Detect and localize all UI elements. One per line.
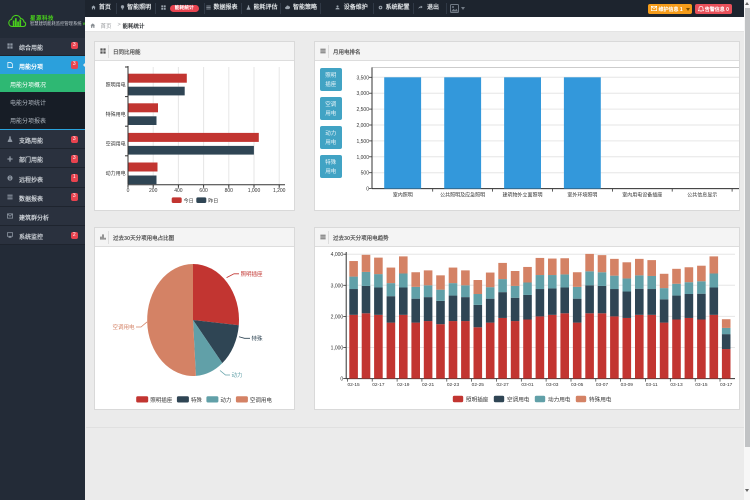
svg-text:照明插座: 照明插座: [150, 396, 173, 404]
svg-text:3,500: 3,500: [356, 75, 369, 81]
svg-text:02-19: 02-19: [397, 382, 410, 388]
svg-text:500: 500: [361, 171, 370, 177]
svg-text:动力: 动力: [232, 371, 243, 379]
svg-text:2,000: 2,000: [331, 314, 344, 320]
svg-text:3,000: 3,000: [356, 91, 369, 97]
svg-text:动力: 动力: [220, 396, 231, 404]
svg-text:动力用电: 动力用电: [548, 396, 571, 404]
svg-text:昨日: 昨日: [208, 198, 218, 205]
svg-text:03-03: 03-03: [546, 382, 559, 388]
svg-text:03-13: 03-13: [670, 382, 683, 388]
svg-text:特殊: 特殊: [252, 334, 264, 342]
svg-text:03-09: 03-09: [621, 382, 634, 388]
svg-text:02-17: 02-17: [372, 382, 385, 388]
svg-text:200: 200: [149, 188, 158, 194]
svg-text:02-23: 02-23: [447, 382, 460, 388]
svg-text:特殊用电: 特殊用电: [106, 111, 126, 118]
svg-text:公共信息显示: 公共信息显示: [687, 192, 717, 199]
svg-text:特殊: 特殊: [191, 396, 203, 404]
svg-text:0: 0: [127, 188, 130, 194]
svg-text:0: 0: [340, 377, 343, 383]
svg-text:照明插座: 照明插座: [241, 270, 264, 278]
svg-text:1,200: 1,200: [273, 188, 286, 194]
svg-text:03-07: 03-07: [596, 382, 609, 388]
svg-text:建筑物外立面照明: 建筑物外立面照明: [502, 192, 542, 199]
svg-text:动力用电: 动力用电: [106, 170, 126, 177]
svg-text:02-25: 02-25: [472, 382, 485, 388]
svg-text:公共照明及应急照明: 公共照明及应急照明: [440, 192, 485, 199]
svg-text:1,000: 1,000: [356, 155, 369, 161]
svg-text:03-01: 03-01: [521, 382, 534, 388]
svg-text:1,000: 1,000: [248, 188, 261, 194]
svg-text:600: 600: [199, 188, 208, 194]
svg-text:今日: 今日: [184, 198, 194, 205]
svg-text:02-15: 02-15: [347, 382, 360, 388]
svg-text:2,000: 2,000: [356, 123, 369, 129]
svg-text:03-05: 03-05: [571, 382, 584, 388]
svg-text:2,500: 2,500: [356, 107, 369, 113]
svg-text:1,500: 1,500: [356, 139, 369, 145]
svg-text:空调用电: 空调用电: [106, 141, 126, 148]
svg-text:1,000: 1,000: [331, 346, 344, 352]
svg-text:03-11: 03-11: [646, 382, 658, 388]
svg-text:400: 400: [174, 188, 183, 194]
svg-text:室外环境照明: 室外环境照明: [567, 192, 597, 199]
svg-text:03-17: 03-17: [720, 382, 733, 388]
svg-text:室内用电设备插座: 室内用电设备插座: [622, 192, 662, 199]
svg-text:照明用电: 照明用电: [106, 81, 126, 88]
svg-text:室内照明: 室内照明: [393, 192, 413, 199]
svg-text:3,000: 3,000: [331, 283, 344, 289]
svg-text:4,000: 4,000: [331, 252, 344, 258]
svg-text:0: 0: [366, 187, 369, 193]
svg-text:02-27: 02-27: [496, 382, 509, 388]
svg-text:特殊用电: 特殊用电: [589, 396, 612, 404]
svg-text:02-21: 02-21: [422, 382, 435, 388]
svg-text:800: 800: [225, 188, 234, 194]
svg-text:空调用电: 空调用电: [507, 396, 530, 404]
svg-text:空调用电: 空调用电: [112, 323, 135, 331]
svg-text:空调用电: 空调用电: [250, 396, 273, 404]
svg-text:03-15: 03-15: [695, 382, 708, 388]
svg-text:照明插座: 照明插座: [466, 396, 489, 404]
